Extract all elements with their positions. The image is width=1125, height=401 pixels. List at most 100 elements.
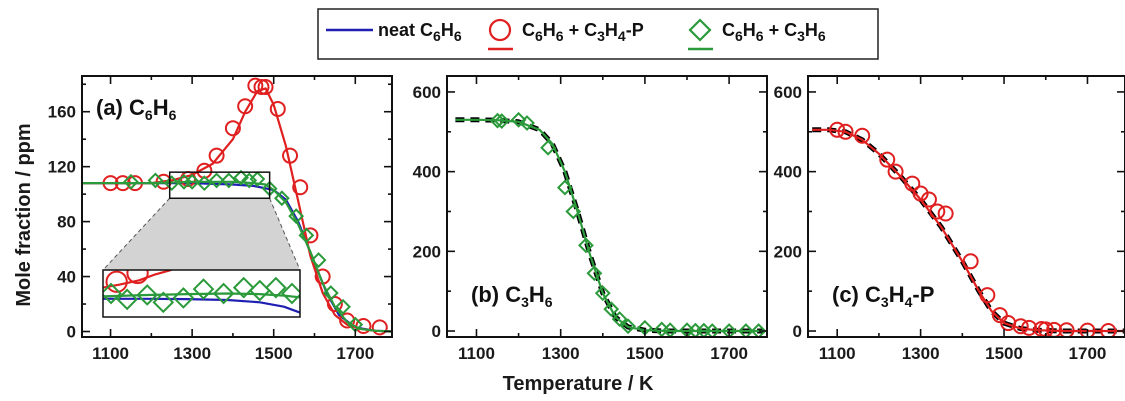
circle-marker <box>991 307 1008 324</box>
diamond-marker <box>322 285 339 301</box>
circle-marker <box>904 175 921 192</box>
x-tick-label: 1300 <box>902 344 940 363</box>
circle-marker <box>247 77 264 94</box>
series-line <box>812 128 1125 333</box>
diamond-marker <box>603 301 620 318</box>
subscript: 3 <box>881 294 889 310</box>
diamond-marker <box>310 252 327 268</box>
x-tick-label: 1700 <box>710 344 748 363</box>
circle-marker <box>854 127 871 144</box>
panel-label: (b) C3H6 <box>471 282 553 310</box>
plot-area <box>455 111 767 337</box>
y-tick-label: 400 <box>413 163 441 182</box>
diamond-marker <box>212 282 235 305</box>
diamond-marker <box>172 287 195 309</box>
diamond-marker <box>232 276 255 299</box>
circle-marker <box>253 78 270 95</box>
diamond-marker <box>704 323 721 337</box>
x-tick-label: 1100 <box>819 344 856 363</box>
x-tick-label: 1500 <box>626 344 664 363</box>
text-part: (b) C <box>471 282 521 307</box>
x-tick-label: 1500 <box>985 344 1023 363</box>
legend-label-c3h6: C6H6 + C3H6 <box>722 20 826 44</box>
y-tick-label: 160 <box>48 103 76 122</box>
y-tick-label: 600 <box>413 83 441 102</box>
circle-marker <box>979 287 996 304</box>
circle-marker <box>1012 318 1029 335</box>
text-part: -P <box>626 20 644 40</box>
legend: neat C6H6 C6H6 + C3H4-P C6H6 + C3H6 <box>317 8 879 60</box>
circle-marker <box>257 78 274 95</box>
diamond-marker <box>184 173 201 190</box>
circle-marker <box>371 319 388 336</box>
circle-marker <box>887 163 904 180</box>
text-part: + C <box>764 20 798 40</box>
x-tick-label: 1700 <box>1069 344 1107 363</box>
diamond-marker <box>493 113 510 129</box>
x-tick-label: 1500 <box>255 344 293 363</box>
x-tick-label: 1700 <box>336 344 374 363</box>
subscript: 6 <box>169 107 177 123</box>
diamond-marker <box>273 190 290 207</box>
subscript: 3 <box>597 28 605 44</box>
x-tick-label: 1300 <box>173 344 211 363</box>
subscript: 3 <box>797 28 805 44</box>
subscript: 4 <box>618 28 626 44</box>
legend-item-neat: neat C6H6 <box>326 20 462 44</box>
diamond-marker <box>233 169 249 186</box>
plot-area <box>82 77 392 336</box>
y-axis-title: Mole fraction / ppm <box>13 123 35 306</box>
text-part: H <box>543 20 556 40</box>
zoom-connector <box>269 198 301 271</box>
panel-label: (a) C6H6 <box>96 95 177 123</box>
diamond-marker <box>586 265 603 282</box>
circle-marker <box>1079 322 1096 337</box>
diamond-marker <box>738 323 754 337</box>
x-axis-title: Temperature / K <box>503 373 654 395</box>
panel-label: (c) C3H4-P <box>832 282 934 310</box>
x-tick-label: 1300 <box>542 344 580 363</box>
circle-marker <box>937 205 954 222</box>
diamond-marker <box>220 172 237 189</box>
diamond-marker <box>288 208 305 225</box>
circle-marker <box>829 121 846 138</box>
diamond-marker <box>556 179 573 196</box>
diamond-marker <box>620 318 636 335</box>
text-part: H <box>743 20 756 40</box>
y-tick-label: 600 <box>774 83 802 102</box>
diamond-marker <box>565 203 582 220</box>
diamond-marker <box>540 139 556 156</box>
x-tick-label: 1100 <box>458 344 495 363</box>
diamond-marker <box>594 285 611 302</box>
plot-frame <box>807 75 1125 338</box>
zoom-connector <box>102 197 171 271</box>
subscript: 6 <box>545 294 553 310</box>
circle-marker <box>282 147 299 164</box>
circle-marker <box>326 296 343 313</box>
text-part: neat C <box>378 20 433 40</box>
y-tick-label: 200 <box>774 242 802 261</box>
legend-diamond-marker <box>688 18 712 42</box>
text-part: H <box>441 20 454 40</box>
subscript: 6 <box>535 28 543 44</box>
circle-marker <box>1058 322 1075 337</box>
legend-item-c3h4p: C6H6 + C3H4-P <box>488 18 644 51</box>
diamond-marker <box>281 282 300 305</box>
diamond-marker <box>163 175 180 192</box>
y-tick-label: 40 <box>57 268 76 287</box>
text-part: C <box>722 20 735 40</box>
diamond-marker <box>489 112 506 129</box>
diamond-marker <box>147 172 164 189</box>
diamond-marker <box>136 284 159 306</box>
circle-marker <box>879 151 896 168</box>
circle-marker <box>105 270 128 293</box>
text-part: C <box>522 20 535 40</box>
diamond-marker <box>721 323 738 337</box>
circle-marker <box>920 191 937 208</box>
diamond-marker <box>265 276 287 299</box>
diamond-marker <box>611 311 628 327</box>
circle-marker <box>208 147 225 164</box>
diamond-marker <box>510 111 527 128</box>
